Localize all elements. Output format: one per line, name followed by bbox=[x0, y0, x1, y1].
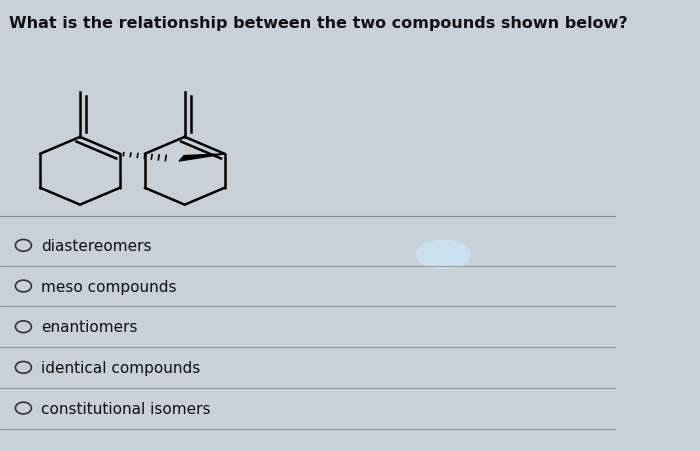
Polygon shape bbox=[179, 154, 225, 161]
Text: meso compounds: meso compounds bbox=[41, 279, 176, 294]
Text: enantiomers: enantiomers bbox=[41, 319, 137, 335]
Ellipse shape bbox=[416, 240, 471, 270]
Text: What is the relationship between the two compounds shown below?: What is the relationship between the two… bbox=[9, 16, 628, 31]
Text: diastereomers: diastereomers bbox=[41, 238, 151, 253]
Text: constitutional isomers: constitutional isomers bbox=[41, 400, 210, 416]
Text: identical compounds: identical compounds bbox=[41, 360, 200, 375]
